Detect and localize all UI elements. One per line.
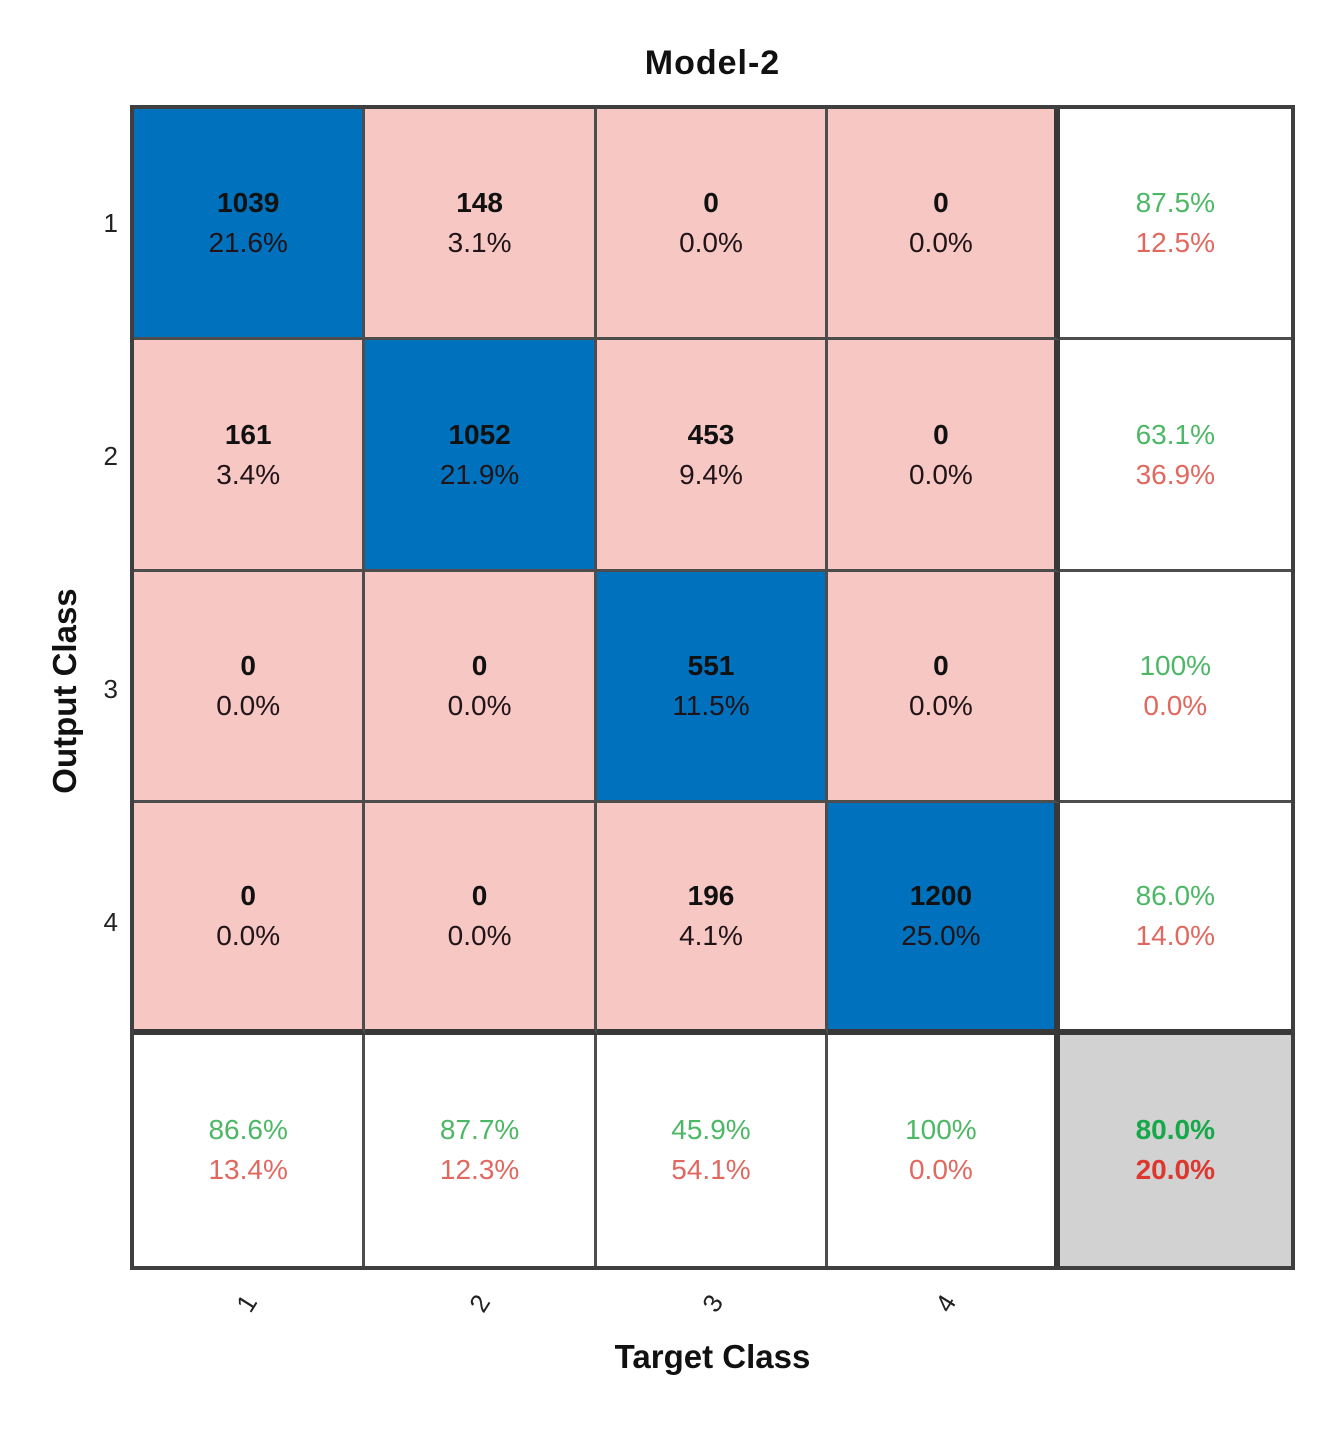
cell-r1c3: 0 0.0% bbox=[596, 109, 829, 341]
cell-percent: 0.0% bbox=[908, 458, 973, 490]
y-axis-label: Output Class bbox=[46, 588, 83, 794]
cell-r4c2: 0 0.0% bbox=[365, 803, 597, 1035]
cell-r3c2: 0 0.0% bbox=[365, 571, 597, 804]
cell-r3c1: 0 0.0% bbox=[134, 571, 366, 804]
row-summary-negative: 14.0% bbox=[1135, 919, 1215, 951]
cell-percent: 3.1% bbox=[447, 227, 512, 259]
cell-percent: 25.0% bbox=[901, 919, 981, 951]
y-tick-1: 1 bbox=[103, 208, 118, 238]
cell-percent: 4.1% bbox=[679, 919, 743, 951]
row-summary-negative: 0.0% bbox=[1143, 689, 1208, 721]
cell-percent: 3.4% bbox=[216, 458, 281, 490]
cell-percent: 9.4% bbox=[679, 458, 743, 490]
cell-r2c4: 0 0.0% bbox=[828, 340, 1060, 572]
cell-count: 161 bbox=[224, 418, 272, 450]
y-tick-3: 3 bbox=[103, 674, 118, 704]
cell-percent: 11.5% bbox=[672, 689, 750, 721]
row-summary-1: 87.5% 12.5% bbox=[1059, 109, 1291, 341]
cell-count: 0 bbox=[240, 879, 256, 911]
cell-count: 0 bbox=[240, 649, 256, 681]
confusion-grid: 1039 21.6% 148 3.1% 0 0.0% 0 0.0% 87.5% … bbox=[130, 105, 1295, 1270]
y-tick-2: 2 bbox=[103, 441, 118, 471]
y-tick-4: 4 bbox=[103, 907, 118, 937]
cell-count: 0 bbox=[933, 418, 949, 450]
cell-count: 551 bbox=[687, 649, 735, 681]
col-summary-3: 45.9% 54.1% bbox=[596, 1034, 829, 1266]
cell-r2c3: 453 9.4% bbox=[596, 340, 829, 572]
x-axis-label: Target Class bbox=[614, 1338, 811, 1375]
cell-percent: 0.0% bbox=[679, 227, 743, 259]
cell-count: 148 bbox=[456, 187, 503, 219]
row-summary-negative: 12.5% bbox=[1135, 227, 1215, 259]
cell-r1c1: 1039 21.6% bbox=[134, 109, 366, 341]
cell-count: 0 bbox=[703, 187, 719, 219]
cell-percent: 0.0% bbox=[216, 919, 281, 951]
x-tick-1: 1 bbox=[230, 1289, 264, 1318]
cell-count: 1052 bbox=[448, 418, 511, 450]
cell-count: 453 bbox=[687, 418, 735, 450]
row-summary-negative: 36.9% bbox=[1135, 458, 1215, 490]
cell-percent: 0.0% bbox=[447, 689, 512, 721]
col-summary-positive: 87.7% bbox=[439, 1114, 520, 1146]
cell-r2c1: 161 3.4% bbox=[134, 340, 366, 572]
cell-r3c4: 0 0.0% bbox=[828, 571, 1060, 804]
cell-r2c2: 1052 21.9% bbox=[365, 340, 597, 572]
col-summary-positive: 100% bbox=[905, 1114, 977, 1146]
x-tick-4: 4 bbox=[929, 1289, 963, 1318]
cell-r4c1: 0 0.0% bbox=[134, 803, 366, 1035]
cell-r3c3: 551 11.5% bbox=[596, 571, 829, 804]
col-summary-negative: 54.1% bbox=[671, 1154, 751, 1186]
col-summary-negative: 13.4% bbox=[208, 1154, 288, 1186]
cell-percent: 21.9% bbox=[439, 458, 520, 490]
cell-count: 1039 bbox=[217, 187, 280, 219]
row-summary-positive: 86.0% bbox=[1135, 879, 1215, 911]
row-summary-2: 63.1% 36.9% bbox=[1059, 340, 1291, 572]
plot-title: Model-2 bbox=[644, 44, 781, 82]
cell-r1c2: 148 3.1% bbox=[365, 109, 597, 341]
col-summary-positive: 45.9% bbox=[671, 1114, 751, 1146]
cell-percent: 21.6% bbox=[208, 227, 288, 259]
cell-percent: 0.0% bbox=[216, 689, 281, 721]
cell-count: 0 bbox=[933, 649, 949, 681]
cell-count: 1200 bbox=[909, 879, 973, 911]
cell-percent: 0.0% bbox=[447, 919, 512, 951]
row-summary-positive: 87.5% bbox=[1135, 187, 1215, 219]
col-summary-1: 86.6% 13.4% bbox=[134, 1034, 366, 1266]
col-summary-negative: 0.0% bbox=[908, 1154, 973, 1186]
cell-count: 0 bbox=[471, 879, 488, 911]
x-tick-2: 2 bbox=[463, 1289, 497, 1318]
row-summary-3: 100% 0.0% bbox=[1059, 571, 1291, 804]
cell-percent: 0.0% bbox=[908, 227, 973, 259]
cell-percent: 0.0% bbox=[908, 689, 973, 721]
cell-r4c4: 1200 25.0% bbox=[828, 803, 1060, 1035]
row-summary-positive: 100% bbox=[1139, 649, 1212, 681]
overall-error: 20.0% bbox=[1135, 1154, 1215, 1186]
overall-accuracy: 80.0% bbox=[1135, 1114, 1215, 1146]
row-summary-positive: 63.1% bbox=[1135, 418, 1215, 450]
row-summary-4: 86.0% 14.0% bbox=[1059, 803, 1291, 1035]
x-tick-3: 3 bbox=[696, 1289, 730, 1318]
cell-count: 0 bbox=[471, 649, 488, 681]
cell-r1c4: 0 0.0% bbox=[828, 109, 1060, 341]
cell-r4c3: 196 4.1% bbox=[596, 803, 829, 1035]
overall-accuracy-cell: 80.0% 20.0% bbox=[1059, 1034, 1291, 1266]
col-summary-2: 87.7% 12.3% bbox=[365, 1034, 597, 1266]
col-summary-negative: 12.3% bbox=[439, 1154, 520, 1186]
cell-count: 196 bbox=[687, 879, 735, 911]
col-summary-4: 100% 0.0% bbox=[828, 1034, 1060, 1266]
col-summary-positive: 86.6% bbox=[208, 1114, 288, 1146]
cell-count: 0 bbox=[933, 187, 949, 219]
